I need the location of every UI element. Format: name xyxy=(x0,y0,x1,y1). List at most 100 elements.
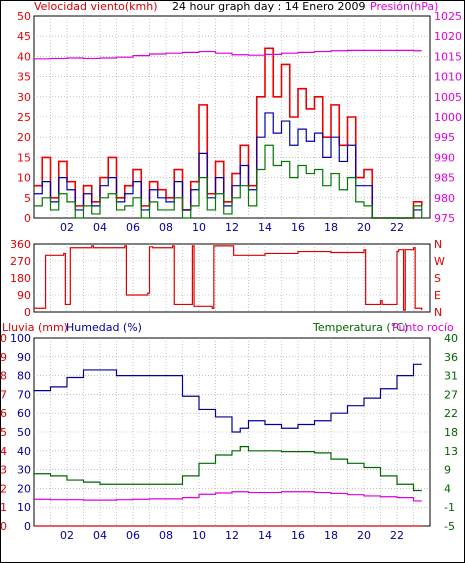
x-tick-label: 18 xyxy=(324,529,338,542)
x-tick-label: 16 xyxy=(291,221,305,234)
series-layer xyxy=(34,47,423,527)
pressure-y-tick-label: 1015 xyxy=(434,50,462,63)
wind-y-tick-label: 30 xyxy=(17,91,31,104)
x-tick-label: 10 xyxy=(192,529,206,542)
wind-y-tick-label: 5 xyxy=(24,192,31,205)
humidity-y-tick-label: 20 xyxy=(17,482,31,495)
rain-y-tick-label: 4 xyxy=(0,445,7,458)
wind-y-tick-label: 10 xyxy=(17,172,31,185)
rain-y-tick-label: 2 xyxy=(0,482,7,495)
x-tick-label: 08 xyxy=(159,529,173,542)
compass-y-tick-label: N xyxy=(434,238,442,251)
humidity-y-tick-label: 90 xyxy=(17,351,31,364)
pressure-y-tick-label: 985 xyxy=(434,172,455,185)
direction-y-tick-label: 90 xyxy=(17,289,31,302)
direction-y-tick-label: 0 xyxy=(24,306,31,319)
x-tick-label: 22 xyxy=(390,221,404,234)
pressure-y-tick-label: 975 xyxy=(434,212,455,225)
rain-y-tick-label: 6 xyxy=(0,407,7,420)
x-tick-label: 20 xyxy=(357,221,371,234)
rain-y-tick-label: 3 xyxy=(0,464,7,477)
compass-y-tick-label: W xyxy=(434,255,445,268)
compass-y-tick-label: E xyxy=(434,289,441,302)
compass-y-tick-label: N xyxy=(434,306,442,319)
humidity-y-tick-label: 30 xyxy=(17,464,31,477)
x-tick-label: 10 xyxy=(192,221,206,234)
pressure-y-tick-label: 1010 xyxy=(434,71,462,84)
temperature-y-tick-label: 22 xyxy=(444,407,458,420)
direction-y-tick-label: 180 xyxy=(10,272,31,285)
temperature-y-tick-label: 40 xyxy=(444,332,458,345)
pressure-axis-title: Presión(hPa) xyxy=(370,0,438,13)
wind-y-tick-label: 0 xyxy=(24,212,31,225)
direction-y-tick-label: 360 xyxy=(10,238,31,251)
wind-axis-title: Velocidad viento(kmh) xyxy=(34,0,158,13)
series-minimum-line xyxy=(34,144,423,219)
temperature-axis-title: Temperatura (°C) xyxy=(312,321,408,334)
humidity-y-tick-label: 70 xyxy=(17,388,31,401)
direction-y-tick-label: 270 xyxy=(10,255,31,268)
tick-layer: 0510152025303540455097598098599099510001… xyxy=(0,10,462,542)
humidity-y-tick-label: 0 xyxy=(24,520,31,533)
x-tick-label: 14 xyxy=(258,221,272,234)
rain-y-tick-label: 1 xyxy=(0,501,7,514)
wind-y-tick-label: 25 xyxy=(17,111,31,124)
x-tick-label: 02 xyxy=(60,529,74,542)
wind-y-tick-label: 35 xyxy=(17,71,31,84)
pressure-y-tick-label: 1005 xyxy=(434,91,462,104)
rain-y-tick-label: 7 xyxy=(0,388,7,401)
temperature-y-tick-label: 31 xyxy=(444,370,458,383)
x-tick-label: 06 xyxy=(126,221,140,234)
series-punto-roc-oline xyxy=(34,491,422,502)
wind-y-tick-label: 15 xyxy=(17,151,31,164)
series-humedad-line xyxy=(34,363,422,433)
wind-y-tick-label: 40 xyxy=(17,50,31,63)
x-tick-label: 08 xyxy=(159,221,173,234)
temperature-y-tick-label: -1 xyxy=(444,501,455,514)
humidity-y-tick-label: 40 xyxy=(17,445,31,458)
rain-y-tick-label: 5 xyxy=(0,426,7,439)
humidity-y-tick-label: 50 xyxy=(17,426,31,439)
x-tick-label: 12 xyxy=(225,221,239,234)
temperature-y-tick-label: 36 xyxy=(444,351,458,364)
x-tick-label: 20 xyxy=(357,529,371,542)
x-tick-label: 04 xyxy=(93,221,107,234)
x-tick-label: 18 xyxy=(324,221,338,234)
pressure-y-tick-label: 1000 xyxy=(434,111,462,124)
compass-y-tick-label: S xyxy=(434,272,441,285)
humidity-y-tick-label: 100 xyxy=(10,332,31,345)
pressure-y-tick-label: 1025 xyxy=(434,10,462,23)
pressure-y-tick-label: 995 xyxy=(434,131,455,144)
wind-y-tick-label: 20 xyxy=(17,131,31,144)
rain-y-tick-label: 8 xyxy=(0,370,7,383)
rain-y-tick-label: 9 xyxy=(0,351,7,364)
x-tick-label: 12 xyxy=(225,529,239,542)
x-tick-label: 04 xyxy=(93,529,107,542)
temperature-y-tick-label: 13 xyxy=(444,445,458,458)
series-pressure-line xyxy=(34,49,422,60)
temperature-y-tick-label: 4 xyxy=(444,482,451,495)
series-direction-line xyxy=(34,245,423,311)
temperature-y-tick-label: 18 xyxy=(444,426,458,439)
series-temperatura-c-line xyxy=(34,446,422,492)
humidity-y-tick-label: 60 xyxy=(17,407,31,420)
rain-y-tick-label: 0 xyxy=(0,520,7,533)
x-tick-label: 16 xyxy=(291,529,305,542)
x-tick-label: 06 xyxy=(126,529,140,542)
pressure-y-tick-label: 980 xyxy=(434,192,455,205)
humidity-y-tick-label: 10 xyxy=(17,501,31,514)
rain-axis-title: Lluvia (mm) xyxy=(2,321,68,334)
x-tick-label: 22 xyxy=(390,529,404,542)
dewpoint-axis-title: Punto rocío xyxy=(392,321,454,334)
pressure-y-tick-label: 990 xyxy=(434,151,455,164)
temperature-y-tick-label: -5 xyxy=(444,520,455,533)
chart-title: 24 hour graph day : 14 Enero 2009 xyxy=(172,0,366,13)
wind-y-tick-label: 50 xyxy=(17,10,31,23)
x-tick-label: 14 xyxy=(258,529,272,542)
temperature-y-tick-label: 9 xyxy=(444,464,451,477)
series-average-line xyxy=(34,112,422,219)
wind-y-tick-label: 45 xyxy=(17,30,31,43)
humidity-y-tick-label: 80 xyxy=(17,370,31,383)
x-tick-label: 02 xyxy=(60,221,74,234)
